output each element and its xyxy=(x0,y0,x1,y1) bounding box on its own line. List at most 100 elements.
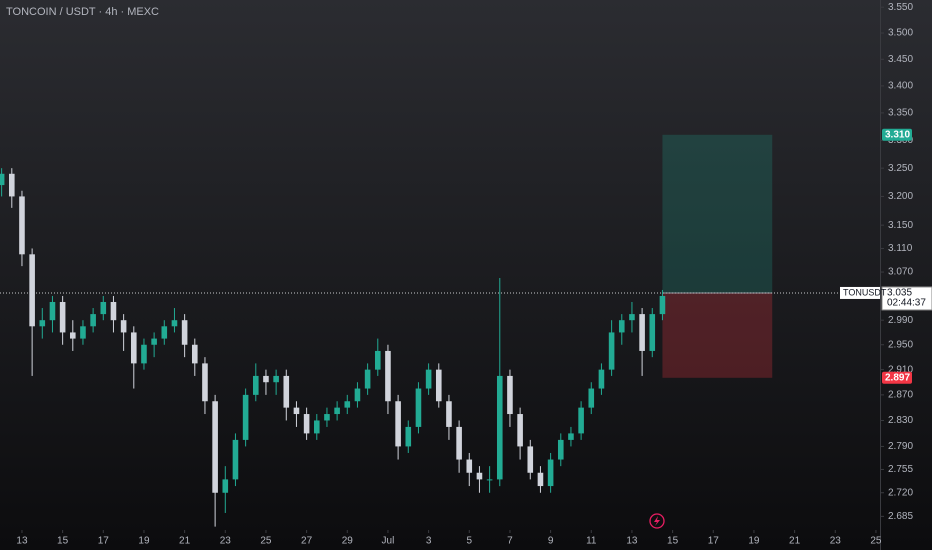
candle-body xyxy=(364,369,371,389)
candle-body xyxy=(69,332,76,339)
stop-price-label-box xyxy=(882,371,912,384)
candle-body xyxy=(202,363,208,402)
candle-body xyxy=(334,407,340,415)
candle-body xyxy=(618,320,625,333)
candle-body xyxy=(242,394,249,440)
x-tick-label: 23 xyxy=(830,536,842,547)
candle-body xyxy=(29,254,35,327)
candle-body xyxy=(59,301,66,333)
y-tick-label: 3.250 xyxy=(888,163,913,174)
x-tick-label: 29 xyxy=(342,536,354,547)
x-tick-label: 11 xyxy=(586,536,597,547)
candle-body xyxy=(425,369,432,389)
candle-body xyxy=(232,439,239,480)
x-tick-label: 21 xyxy=(179,536,191,547)
candle-body xyxy=(181,320,188,345)
x-tick-label: 9 xyxy=(548,536,554,547)
candle-body xyxy=(110,301,117,321)
candle-body xyxy=(80,326,86,339)
icon-circle xyxy=(649,513,665,529)
y-tick-label: 3.110 xyxy=(888,243,913,254)
candle-body xyxy=(385,350,391,402)
candle-body xyxy=(293,407,300,415)
candle-body xyxy=(405,426,412,447)
candle-body xyxy=(466,459,473,473)
candle-body xyxy=(0,173,5,186)
y-tick-label: 3.400 xyxy=(888,81,913,92)
candle-body xyxy=(608,332,615,370)
candle-body xyxy=(283,375,290,408)
y-tick-label: 2.830 xyxy=(888,415,913,426)
x-tick-label: 15 xyxy=(57,536,69,547)
candle-body xyxy=(537,472,544,487)
candle-body xyxy=(486,479,493,481)
chart-title: TONCOIN / USDT · 4h · MEXC xyxy=(6,6,159,18)
candle-body xyxy=(354,388,361,402)
candle-body xyxy=(649,314,656,351)
lightning-icon[interactable] xyxy=(649,513,665,529)
y-tick-label: 3.500 xyxy=(888,28,913,39)
candle-body xyxy=(120,320,127,333)
candle-body xyxy=(141,344,147,364)
x-tick-label: 13 xyxy=(626,536,638,547)
candle-body xyxy=(446,401,452,427)
candle-body xyxy=(171,320,178,327)
symbol-box xyxy=(840,286,880,299)
y-tick-label: 2.870 xyxy=(888,390,913,401)
candle-body xyxy=(395,401,401,447)
y-tick-label: 2.720 xyxy=(888,487,913,498)
candle-body xyxy=(100,301,107,315)
position-stop-zone xyxy=(662,292,773,378)
last-price-label: 3.035 xyxy=(887,288,912,299)
candle-body xyxy=(659,295,666,315)
y-tick-label: 2.910 xyxy=(888,364,913,375)
x-tick-label: 17 xyxy=(708,536,720,547)
candle-body xyxy=(8,173,15,197)
candle-body xyxy=(639,314,645,351)
candle-body xyxy=(222,479,229,493)
target-price-label-box xyxy=(882,128,912,141)
candle-body xyxy=(517,414,523,447)
candle-body xyxy=(324,414,330,421)
y-tick-label: 3.150 xyxy=(888,220,913,231)
candle-body xyxy=(191,344,198,364)
candle-body xyxy=(435,369,442,402)
candle-body xyxy=(130,332,137,364)
candle-body xyxy=(496,375,503,480)
candle-body xyxy=(303,414,310,434)
candle-body xyxy=(629,314,635,321)
last-price-box xyxy=(881,286,932,311)
x-tick-label: 19 xyxy=(138,536,150,547)
y-tick-label: 2.685 xyxy=(888,511,913,522)
x-tick-label: 13 xyxy=(16,536,28,547)
candle-body xyxy=(90,314,96,327)
x-tick-label: 21 xyxy=(789,536,801,547)
y-tick-label: 2.790 xyxy=(888,441,913,452)
x-tick-label: Jul xyxy=(382,536,395,547)
candle-body xyxy=(252,375,259,395)
y-tick-label: 2.950 xyxy=(888,339,913,350)
x-tick-label: 23 xyxy=(220,536,232,547)
candle-body xyxy=(273,375,279,383)
y-tick-label: 3.550 xyxy=(888,2,913,13)
y-tick-label: 2.990 xyxy=(888,315,913,326)
candle-body xyxy=(588,388,595,408)
candle-body xyxy=(547,459,554,487)
candle-body xyxy=(263,375,269,383)
candle-body xyxy=(212,401,218,493)
x-tick-label: 5 xyxy=(466,536,472,547)
candle-body xyxy=(476,472,483,480)
y-tick-label: 3.200 xyxy=(888,191,913,202)
y-tick-label: 3.350 xyxy=(888,108,913,119)
x-tick-label: 25 xyxy=(870,536,882,547)
candle-body xyxy=(527,446,534,473)
y-tick-label: 3.450 xyxy=(888,54,913,65)
x-tick-label: 17 xyxy=(98,536,110,547)
candle-body xyxy=(344,401,351,408)
countdown-label: 02:44:37 xyxy=(887,298,926,309)
x-tick-label: 3 xyxy=(426,536,432,547)
icon-bolt xyxy=(654,516,660,526)
candle-body xyxy=(151,338,157,345)
stop-price-label: 2.897 xyxy=(885,372,910,383)
